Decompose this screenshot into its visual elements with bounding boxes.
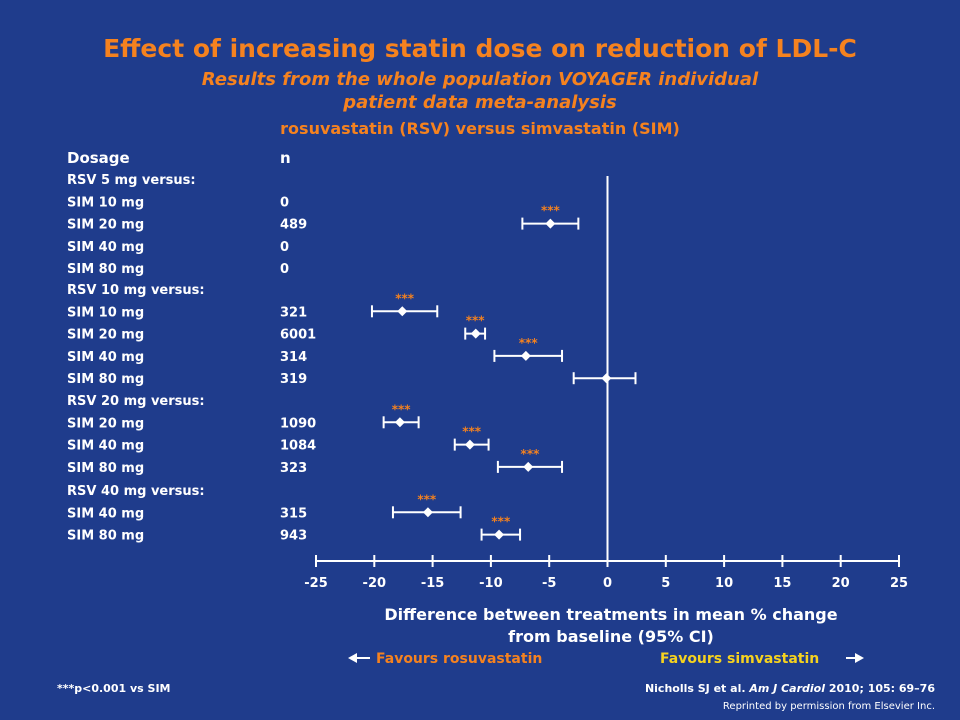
significance-stars: *** — [519, 336, 539, 350]
group-header: RSV 40 mg versus: — [67, 484, 205, 499]
row-n-value: 0 — [280, 262, 289, 277]
x-tick-label: 15 — [773, 576, 791, 591]
group-header: RSV 10 mg versus: — [67, 283, 205, 298]
x-axis-label-line-1: Difference between treatments in mean % … — [384, 605, 837, 624]
subtitle-line-1: Results from the whole population VOYAGE… — [201, 69, 759, 90]
significance-stars: *** — [521, 447, 541, 461]
reprint-notice: Reprinted by permission from Elsevier In… — [722, 701, 935, 712]
slide-subtitle: Results from the whole population VOYAGE… — [0, 68, 960, 114]
x-tick-label: -15 — [421, 576, 445, 591]
favours-left-arrow-head — [348, 653, 357, 663]
x-tick-label: -25 — [304, 576, 328, 591]
row-dosage-label: SIM 80 mg — [67, 461, 144, 476]
row-dosage-label: SIM 10 mg — [67, 305, 144, 320]
significance-stars: *** — [395, 291, 415, 305]
point-estimate — [520, 350, 531, 361]
row-n-value: 6001 — [280, 328, 316, 343]
slide-subtitle-comparison: rosuvastatin (RSV) versus simvastatin (S… — [280, 119, 680, 138]
row-n-value: 321 — [280, 305, 307, 320]
row-n-value: 315 — [280, 506, 307, 521]
group-header: RSV 5 mg versus: — [67, 173, 196, 188]
point-estimate — [394, 417, 405, 428]
row-dosage-label: SIM 80 mg — [67, 529, 144, 544]
x-axis-label-line-2: from baseline (95% CI) — [508, 627, 714, 646]
significance-stars: *** — [491, 515, 511, 529]
x-tick-label: -5 — [542, 576, 556, 591]
subtitle-line-2: patient data meta-analysis — [343, 92, 617, 113]
significance-stars: *** — [466, 314, 486, 328]
row-dosage-label: SIM 20 mg — [67, 218, 144, 233]
x-tick-label: 10 — [715, 576, 733, 591]
row-n-value: 323 — [280, 461, 307, 476]
row-dosage-label: SIM 40 mg — [67, 506, 144, 521]
row-dosage-label: SIM 10 mg — [67, 195, 144, 210]
citation-journal: Am J Cardiol — [749, 682, 825, 695]
x-tick-label: -10 — [479, 576, 503, 591]
significance-stars: *** — [417, 492, 437, 506]
row-dosage-label: SIM 40 mg — [67, 240, 144, 255]
x-tick-label: 5 — [661, 576, 670, 591]
point-estimate — [494, 529, 505, 540]
row-n-value: 0 — [280, 240, 289, 255]
citation: Nicholls SJ et al. Am J Cardiol 2010; 10… — [645, 682, 935, 695]
point-estimate — [422, 507, 433, 518]
point-estimate — [523, 461, 534, 472]
slide-title: Effect of increasing statin dose on redu… — [103, 34, 857, 63]
x-tick-label: 20 — [832, 576, 850, 591]
point-estimate — [470, 328, 481, 339]
significance-stars: *** — [541, 204, 561, 218]
significance-footnote: ***p<0.001 vs SIM — [57, 682, 171, 695]
significance-stars: *** — [392, 402, 412, 416]
row-dosage-label: SIM 40 mg — [67, 439, 144, 454]
row-n-value: 489 — [280, 218, 307, 233]
point-estimate — [464, 439, 475, 450]
group-header: RSV 20 mg versus: — [67, 394, 205, 409]
row-n-value: 943 — [280, 529, 307, 544]
favours-rosuvastatin-label: Favours rosuvastatin — [376, 651, 542, 667]
x-tick-label: 25 — [890, 576, 908, 591]
point-estimate — [397, 306, 408, 317]
row-n-value: 0 — [280, 195, 289, 210]
significance-stars: *** — [462, 425, 482, 439]
favours-simvastatin-label: Favours simvastatin — [660, 651, 819, 667]
citation-details: 2010; 105: 69–76 — [828, 682, 935, 695]
point-estimate — [601, 373, 612, 384]
x-tick-label: 0 — [603, 576, 612, 591]
row-dosage-label: SIM 20 mg — [67, 328, 144, 343]
row-dosage-label: SIM 80 mg — [67, 372, 144, 387]
row-dosage-label: SIM 80 mg — [67, 262, 144, 277]
row-n-value: 314 — [280, 350, 307, 365]
dosage-column-header: Dosage — [67, 149, 130, 167]
favours-right-arrow-head — [855, 653, 864, 663]
citation-authors: Nicholls SJ et al. — [644, 682, 746, 695]
row-dosage-label: SIM 20 mg — [67, 416, 144, 431]
row-n-value: 1090 — [280, 416, 316, 431]
point-estimate — [545, 218, 556, 229]
row-n-value: 1084 — [280, 439, 316, 454]
x-tick-label: -20 — [363, 576, 387, 591]
n-column-header: n — [280, 149, 291, 167]
row-dosage-label: SIM 40 mg — [67, 350, 144, 365]
row-n-value: 319 — [280, 372, 307, 387]
